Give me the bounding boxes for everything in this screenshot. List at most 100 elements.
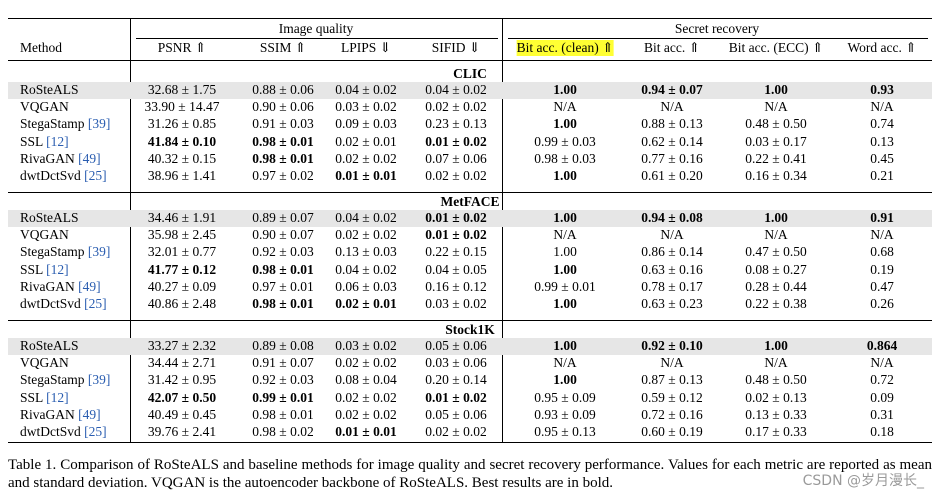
- value-cell: 41.77 ± 0.12: [147, 261, 217, 277]
- value-cell: N/A: [660, 227, 684, 243]
- value-cell: 0.89 ± 0.08: [252, 338, 314, 353]
- value-cell: N/A: [870, 355, 894, 371]
- value-cell: 38.96 ± 1.41: [147, 168, 217, 183]
- value-cell: 1.00: [764, 338, 788, 353]
- method-cell: SSL [12]: [20, 262, 69, 278]
- citation: [39]: [87, 244, 111, 260]
- value-cell: N/A: [660, 99, 684, 115]
- value-cell: 0.48 ± 0.50: [745, 372, 807, 388]
- column-header: Word acc. ⇑: [847, 40, 917, 55]
- value-cell: 0.97 ± 0.02: [252, 168, 314, 183]
- value-cell: 0.91: [870, 210, 894, 225]
- value-cell: N/A: [553, 355, 577, 371]
- method-cell: StegaStamp [39]: [20, 244, 110, 260]
- rule: [502, 18, 503, 442]
- row-shade: [8, 81, 932, 99]
- method-name: SSL: [20, 389, 43, 405]
- value-cell: 0.09: [870, 389, 894, 405]
- value-cell: 1.00: [553, 261, 577, 277]
- method-name: VQGAN: [20, 355, 69, 371]
- value-cell: 0.62 ± 0.14: [641, 133, 703, 149]
- value-cell: 41.84 ± 0.10: [147, 133, 217, 149]
- value-cell: 40.27 ± 0.09: [147, 278, 217, 294]
- value-cell: 0.08 ± 0.04: [335, 372, 397, 388]
- citation: [39]: [87, 372, 111, 388]
- value-cell: 0.72 ± 0.16: [641, 406, 703, 422]
- value-cell: 0.04 ± 0.05: [425, 261, 487, 277]
- value-cell: 0.60 ± 0.19: [641, 424, 703, 439]
- method-name: RoSteALS: [20, 338, 79, 353]
- value-cell: N/A: [764, 227, 788, 243]
- value-cell: 0.02 ± 0.02: [425, 424, 487, 439]
- value-cell: 0.03 ± 0.17: [745, 133, 807, 149]
- value-cell: 0.05 ± 0.06: [425, 406, 487, 422]
- value-cell: 0.88 ± 0.06: [252, 82, 314, 97]
- value-cell: 33.90 ± 14.47: [144, 99, 220, 115]
- method-name: RoSteALS: [20, 82, 79, 97]
- group-header: Secret recovery: [674, 21, 760, 36]
- method-name: StegaStamp: [20, 244, 85, 260]
- value-cell: 0.01 ± 0.01: [335, 168, 397, 183]
- method-cell: VQGAN: [20, 99, 69, 115]
- column-header: SSIM ⇑: [259, 40, 307, 55]
- value-cell: 0.21: [870, 168, 894, 183]
- citation: [12]: [46, 389, 69, 405]
- value-cell: 0.02 ± 0.02: [425, 99, 487, 115]
- value-cell: 1.00: [553, 338, 577, 353]
- value-cell: 0.02 ± 0.01: [335, 296, 397, 311]
- value-cell: 0.47 ± 0.50: [745, 244, 807, 260]
- value-cell: 0.04 ± 0.02: [425, 82, 487, 97]
- value-cell: 0.02 ± 0.02: [335, 355, 397, 371]
- rule: [8, 320, 932, 321]
- method-name: VQGAN: [20, 227, 69, 243]
- method-cell: RivaGAN [49]: [20, 151, 101, 167]
- value-cell: 0.90 ± 0.07: [252, 227, 314, 243]
- rule: [130, 18, 131, 442]
- value-cell: 0.04 ± 0.02: [335, 261, 397, 277]
- value-cell: 0.61 ± 0.20: [641, 168, 703, 183]
- value-cell: 0.59 ± 0.12: [641, 389, 703, 405]
- value-cell: 0.06 ± 0.03: [335, 278, 397, 294]
- citation: [39]: [87, 116, 111, 132]
- value-cell: N/A: [553, 227, 577, 243]
- value-cell: 32.68 ± 1.75: [147, 82, 217, 97]
- value-cell: 0.13 ± 0.03: [335, 244, 397, 260]
- value-cell: 0.95 ± 0.09: [534, 389, 596, 405]
- value-cell: 0.47: [870, 278, 894, 294]
- value-cell: 0.88 ± 0.13: [641, 116, 703, 132]
- value-cell: 0.17 ± 0.33: [745, 424, 807, 439]
- section-title: Stock1K: [445, 322, 495, 337]
- value-cell: N/A: [660, 355, 684, 371]
- method-name: dwtDctSvd: [20, 296, 81, 311]
- method-name: RivaGAN: [20, 406, 75, 422]
- value-cell: 0.02 ± 0.02: [335, 389, 397, 405]
- value-cell: 40.32 ± 0.15: [147, 150, 217, 166]
- value-cell: 0.48 ± 0.50: [745, 116, 807, 132]
- column-header: SIFID ⇓: [431, 40, 481, 55]
- rule: [136, 38, 498, 39]
- value-cell: 0.01 ± 0.02: [425, 227, 487, 243]
- value-cell: 40.86 ± 2.48: [147, 296, 217, 311]
- row-shade: [8, 337, 932, 355]
- value-cell: 42.07 ± 0.50: [147, 389, 217, 405]
- value-cell: 0.77 ± 0.16: [641, 150, 703, 166]
- value-cell: 0.03 ± 0.02: [425, 296, 487, 311]
- method-name: VQGAN: [20, 99, 69, 115]
- method-name: SSL: [20, 261, 43, 277]
- value-cell: 1.00: [553, 244, 577, 260]
- method-cell: RivaGAN [49]: [20, 279, 101, 295]
- method-cell: dwtDctSvd [25]: [20, 424, 107, 440]
- value-cell: 0.03 ± 0.06: [425, 355, 487, 371]
- value-cell: 40.49 ± 0.45: [147, 406, 217, 422]
- value-cell: 0.02 ± 0.02: [335, 150, 397, 166]
- value-cell: 1.00: [553, 82, 577, 97]
- value-cell: 0.08 ± 0.27: [745, 261, 807, 277]
- value-cell: 0.02 ± 0.13: [745, 389, 807, 405]
- value-cell: 0.89 ± 0.07: [252, 210, 314, 225]
- value-cell: 0.98 ± 0.01: [252, 133, 314, 149]
- value-cell: 0.95 ± 0.13: [534, 424, 596, 439]
- value-cell: 0.92 ± 0.10: [641, 338, 703, 353]
- rule: [8, 442, 932, 443]
- value-cell: 0.09 ± 0.03: [335, 116, 397, 132]
